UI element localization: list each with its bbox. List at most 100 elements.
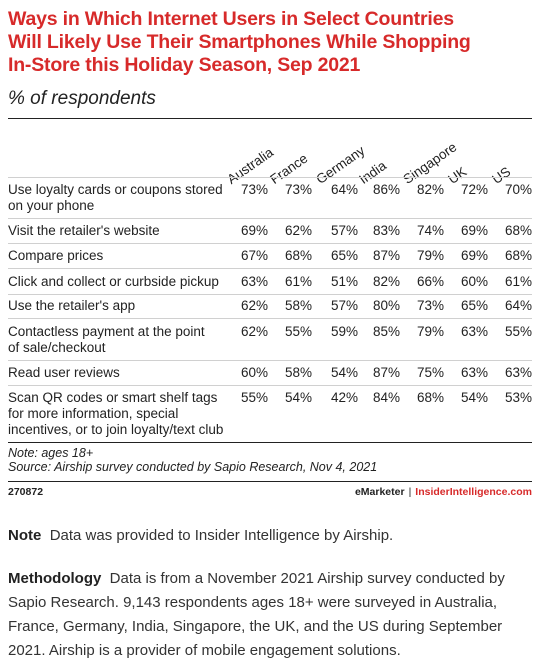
source-text: Source: Airship survey conducted by Sapi… <box>8 460 378 474</box>
cell-value-germany: 54% <box>330 365 358 380</box>
table-row: Read user reviews 60% 58% 54% 87% 75% 63% 63% <box>8 365 532 381</box>
cell-value-india: 82% <box>372 274 400 289</box>
row-label-line: Use the retailer's app <box>8 298 136 313</box>
row-label-line: for more information, special <box>8 406 179 421</box>
chart-subtitle: % of respondents <box>8 88 156 109</box>
title-line-2: Will Likely Use Their Smartphones While … <box>8 31 471 53</box>
row-divider <box>8 385 532 386</box>
table-row: Contactless payment at the point of sale/… <box>8 324 532 356</box>
cell-value-uk: 54% <box>460 390 488 405</box>
methodology-text: Data is from a November 2021 Airship sur… <box>8 570 505 659</box>
cell-value-australia: 63% <box>240 274 268 289</box>
footer-rule <box>8 481 532 482</box>
brand-insider-intelligence: InsiderIntelligence.com <box>415 486 532 498</box>
cell-value-france: 61% <box>284 274 312 289</box>
row-label: Click and collect or curbside pickup <box>8 274 230 290</box>
cell-value-india: 83% <box>372 223 400 238</box>
row-divider <box>8 268 532 269</box>
cell-value-singapore: 73% <box>416 298 444 313</box>
row-divider <box>8 360 532 361</box>
row-label: Visit the retailer's website <box>8 223 230 239</box>
cell-value-uk: 60% <box>460 274 488 289</box>
cell-value-india: 87% <box>372 248 400 263</box>
brand-separator: | <box>408 486 412 498</box>
row-label-line: of sale/checkout <box>8 340 106 355</box>
cell-value-singapore: 75% <box>416 365 444 380</box>
cell-value-france: 68% <box>284 248 312 263</box>
cell-value-india: 86% <box>372 182 400 197</box>
cell-value-us: 68% <box>504 223 532 238</box>
cell-value-france: 55% <box>284 324 312 339</box>
cell-value-australia: 62% <box>240 324 268 339</box>
data-note: Note Data was provided to Insider Intell… <box>0 524 532 548</box>
cell-value-india: 84% <box>372 390 400 405</box>
table-row: Visit the retailer's website 69% 62% 57% 83%… <box>8 223 532 239</box>
cell-value-france: 58% <box>284 298 312 313</box>
chart-title: Ways in Which Internet Users in Select C… <box>8 8 536 77</box>
column-header-australia: Australia <box>224 144 277 187</box>
row-divider <box>8 294 532 295</box>
table-bottom-rule <box>8 442 532 443</box>
cell-value-singapore: 79% <box>416 324 444 339</box>
row-label-line: Visit the retailer's website <box>8 223 160 238</box>
data-note-label: Note <box>8 527 42 544</box>
row-label-line: Compare prices <box>8 248 104 263</box>
cell-value-india: 85% <box>372 324 400 339</box>
column-header-germany: Germany <box>313 142 368 187</box>
brand-emarketer: eMarketer <box>354 486 405 498</box>
cell-value-germany: 57% <box>330 298 358 313</box>
cell-value-india: 80% <box>372 298 400 313</box>
cell-value-germany: 51% <box>330 274 358 289</box>
table-row: Click and collect or curbside pickup 63% 6… <box>8 274 532 290</box>
row-label-line: Click and collect or curbside pickup <box>8 274 219 289</box>
cell-value-germany: 42% <box>330 390 358 405</box>
header-divider <box>8 177 532 178</box>
row-label-line: Contactless payment at the point <box>8 324 205 339</box>
cell-value-uk: 63% <box>460 324 488 339</box>
cell-value-singapore: 68% <box>416 390 444 405</box>
cell-value-singapore: 79% <box>416 248 444 263</box>
cell-value-france: 54% <box>284 390 312 405</box>
cell-value-uk: 65% <box>460 298 488 313</box>
methodology-label: Methodology <box>8 570 102 587</box>
cell-value-france: 62% <box>284 223 312 238</box>
cell-value-singapore: 66% <box>416 274 444 289</box>
row-label: Use loyalty cards or coupons stored on yo… <box>8 182 230 214</box>
cell-value-us: 68% <box>504 248 532 263</box>
cell-value-germany: 59% <box>330 324 358 339</box>
table-row: Use loyalty cards or coupons stored on yo… <box>8 182 532 214</box>
cell-value-australia: 67% <box>240 248 268 263</box>
methodology: Methodology Data is from a November 2021… <box>0 567 532 663</box>
table-row: Use the retailer's app 62% 58% 57% 80% 73% 65%… <box>8 298 532 314</box>
note-text: Note: ages 18+ <box>8 446 94 460</box>
cell-value-australia: 55% <box>240 390 268 405</box>
cell-value-us: 53% <box>504 390 532 405</box>
footer-brand: eMarketer | InsiderIntelligence.com <box>355 486 532 498</box>
cell-value-germany: 57% <box>330 223 358 238</box>
cell-value-germany: 65% <box>330 248 358 263</box>
row-label-line: Use loyalty cards or coupons stored <box>8 182 223 197</box>
data-note-text: Data was provided to Insider Intelligenc… <box>49 527 394 544</box>
row-label: Scan QR codes or smart shelf tags for mor… <box>8 390 230 438</box>
row-divider <box>8 218 532 219</box>
title-line-3: In-Store this Holiday Season, Sep 2021 <box>8 54 361 76</box>
cell-value-us: 70% <box>504 182 532 197</box>
cell-value-us: 64% <box>504 298 532 313</box>
title-line-1: Ways in Which Internet Users in Select C… <box>8 8 454 30</box>
cell-value-us: 63% <box>504 365 532 380</box>
row-label: Use the retailer's app <box>8 298 230 314</box>
cell-value-us: 61% <box>504 274 532 289</box>
chart-id: 270872 <box>8 486 44 498</box>
cell-value-germany: 64% <box>330 182 358 197</box>
cell-value-singapore: 74% <box>416 223 444 238</box>
cell-value-us: 55% <box>504 324 532 339</box>
cell-value-india: 87% <box>372 365 400 380</box>
row-label-line: incentives, or to join loyalty/text club <box>8 422 224 437</box>
cell-value-france: 73% <box>284 182 312 197</box>
row-label: Read user reviews <box>8 365 230 381</box>
cell-value-france: 58% <box>284 365 312 380</box>
cell-value-australia: 60% <box>240 365 268 380</box>
row-divider <box>8 318 532 319</box>
top-rule <box>8 118 532 119</box>
cell-value-uk: 72% <box>460 182 488 197</box>
